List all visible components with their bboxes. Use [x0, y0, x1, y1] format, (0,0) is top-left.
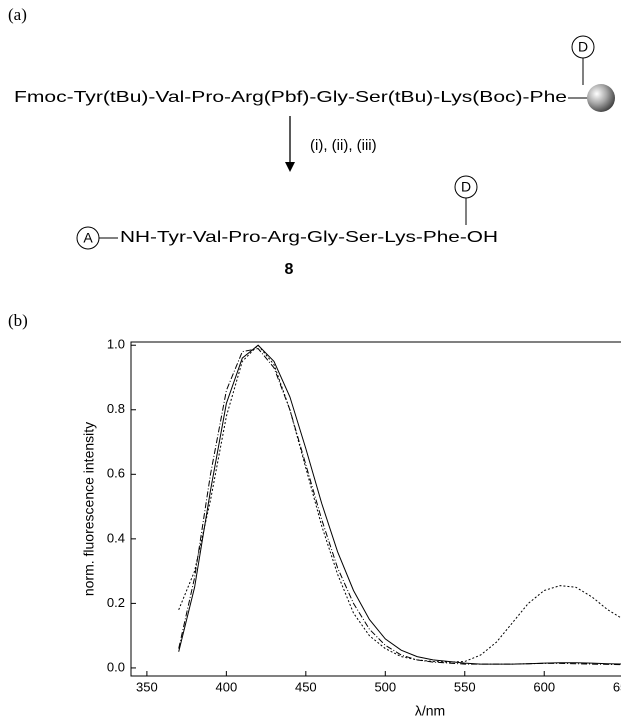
plot-frame	[130, 341, 621, 677]
group-label: A	[83, 230, 93, 246]
compound-number: 8	[285, 261, 294, 278]
x-tick-label: 550	[454, 679, 476, 694]
y-tick-label: 0.8	[107, 401, 125, 416]
x-tick-label: 600	[533, 679, 555, 694]
group-label: D	[578, 39, 588, 55]
panel-label: (a)	[8, 5, 27, 24]
x-tick-label: 400	[216, 679, 238, 694]
arrow-head	[285, 162, 295, 172]
group-label: D	[461, 179, 471, 195]
y-axis-label: norm. fluorescence intensity	[81, 422, 97, 596]
product: NH-Tyr-Val-Pro-Arg-Gly-Ser-Lys-Phe-OH	[120, 229, 498, 246]
x-tick-label: 350	[136, 679, 158, 694]
x-tick-label: 450	[295, 679, 317, 694]
y-tick-label: 0.4	[107, 530, 125, 545]
y-tick-label: 0.2	[107, 595, 125, 610]
spectrum-line	[178, 347, 621, 666]
spectrum-line	[178, 344, 621, 663]
y-tick-label: 0.6	[107, 466, 125, 481]
x-axis-label: λ/nm	[415, 703, 445, 719]
y-tick-label: 1.0	[107, 337, 125, 352]
reactant: Fmoc-Tyr(tBu)-Val-Pro-Arg(Pbf)-Gly-Ser(t…	[14, 89, 567, 106]
resin-bead	[587, 84, 615, 112]
y-tick-label: 0.0	[107, 659, 125, 674]
x-tick-label: 500	[374, 679, 396, 694]
spectrum-line	[178, 344, 621, 665]
panel-label: (b)	[8, 311, 28, 330]
conditions: (i), (ii), (iii)	[310, 137, 377, 154]
x-tick-label: 650	[613, 679, 621, 694]
